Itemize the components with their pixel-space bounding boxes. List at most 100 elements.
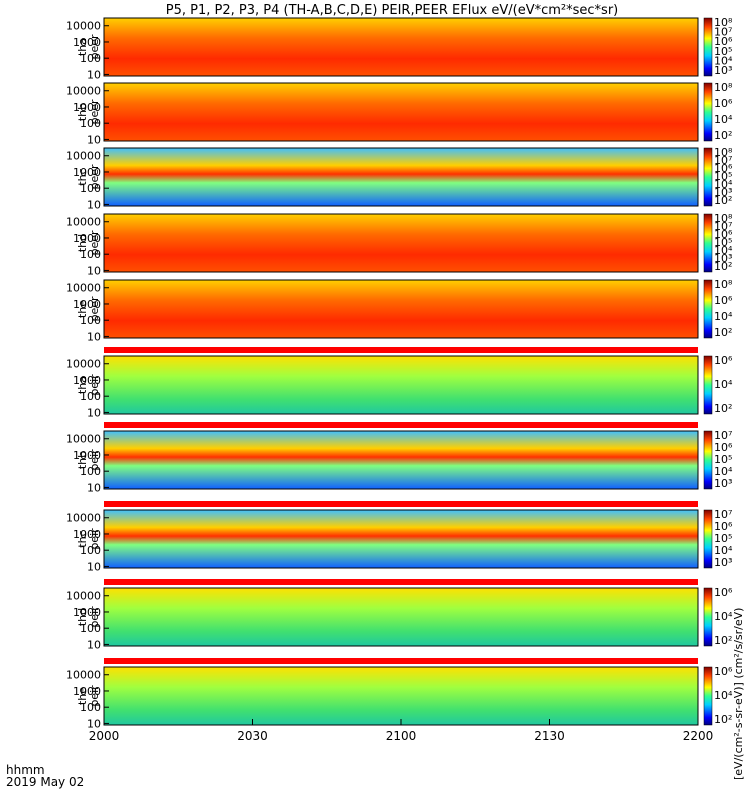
colorbar bbox=[703, 355, 713, 415]
panel-probe-label: the bbox=[76, 300, 89, 318]
colorbar-tick-label: 10⁸ bbox=[714, 146, 733, 159]
colorbar-tick-label: 10⁴ bbox=[714, 54, 733, 67]
colorbar-tick-label: 10⁸ bbox=[714, 81, 733, 94]
mode-bar bbox=[104, 501, 698, 507]
colorbar-tick-label: 10⁵ bbox=[714, 532, 732, 545]
panel-species-label: peir bbox=[88, 374, 101, 396]
panel-probe-label: thd bbox=[76, 608, 89, 626]
y-tick-label: 1000 bbox=[73, 685, 101, 698]
plot-frame bbox=[103, 279, 699, 339]
time-axis: 2000 2030 2100 2130 2200 bbox=[89, 719, 714, 743]
y-tick-label: 10000 bbox=[66, 216, 101, 229]
panel-thd-peir: 10 100 1000 10000 thd peir 10⁶ 10⁴ 10² bbox=[66, 579, 733, 651]
colorbar bbox=[703, 430, 713, 490]
spectrogram bbox=[104, 431, 698, 489]
colorbar-tick-label: 10⁴ bbox=[714, 689, 733, 702]
x-tick-label: 2130 bbox=[534, 729, 565, 743]
spectrogram bbox=[104, 667, 698, 725]
panel-species-label: peir bbox=[88, 685, 101, 707]
y-tick-label: 100 bbox=[80, 314, 101, 327]
colorbar bbox=[703, 213, 713, 273]
colorbar-tick-label: 10⁶ bbox=[714, 162, 733, 175]
mode-bar bbox=[104, 579, 698, 585]
y-tick-label: 10000 bbox=[66, 433, 101, 446]
y-tick-label: 1000 bbox=[73, 449, 101, 462]
y-tick-label: 10 bbox=[87, 198, 101, 211]
spectrogram bbox=[104, 280, 698, 338]
y-tick-label: 10 bbox=[87, 560, 101, 573]
panel-thd-peer: 10 100 1000 10000 thd peer 10⁸10⁷10⁶10⁵10⁴10³1… bbox=[66, 212, 733, 277]
y-tick-label: 100 bbox=[80, 544, 101, 557]
colorbar-tick-label: 10³ bbox=[714, 64, 732, 77]
y-tick-label: 10000 bbox=[66, 282, 101, 295]
y-tick-label: 1000 bbox=[73, 374, 101, 387]
colorbar-tick-label: 10⁷ bbox=[714, 26, 732, 39]
colorbar-tick-label: 10² bbox=[714, 194, 732, 207]
panel-species-label: peir bbox=[88, 449, 101, 471]
x-tick-label: 2100 bbox=[386, 729, 417, 743]
colorbar-tick-label: 10⁶ bbox=[714, 228, 733, 241]
colorbar bbox=[703, 666, 713, 726]
panel-thc-peer: 10 100 1000 10000 thc peer 10⁸10⁷10⁶10⁵10⁴10³1… bbox=[66, 146, 733, 211]
colorbar-tick-label: 10⁷ bbox=[714, 154, 732, 167]
colorbar bbox=[703, 82, 713, 142]
panel-species-label: peer bbox=[88, 296, 101, 322]
panel-species-label: peir bbox=[88, 606, 101, 628]
colorbar-tick-label: 10⁶ bbox=[714, 294, 733, 307]
y-tick-label: 10 bbox=[87, 264, 101, 277]
colorbar-tick-label: 10² bbox=[714, 129, 732, 142]
colorbar-tick-label: 10⁴ bbox=[714, 178, 733, 191]
colorbar-tick-label: 10⁶ bbox=[714, 97, 733, 110]
colorbar-unit-label: [eV/(cm²-s-sr-eV)] (cm²/s/sr/eV) bbox=[732, 608, 745, 780]
panel-the-peir: 10 100 1000 10000 the peir 10⁶ 10⁴ 10² bbox=[66, 658, 733, 730]
colorbar-tick-label: 10⁴ bbox=[714, 544, 733, 557]
panel-species-label: peer bbox=[88, 230, 101, 256]
colorbar-tick-label: 10² bbox=[714, 713, 732, 726]
plot-frame bbox=[103, 430, 699, 490]
y-tick-label: 100 bbox=[80, 52, 101, 65]
time-axis-label: hhmm bbox=[6, 763, 45, 777]
plot-frame bbox=[103, 82, 699, 142]
colorbar-tick-label: 10² bbox=[714, 402, 732, 415]
colorbar-tick-label: 10⁴ bbox=[714, 610, 733, 623]
plot-frame bbox=[103, 355, 699, 415]
panel-probe-label: thb bbox=[76, 451, 89, 469]
colorbar-tick-label: 10⁷ bbox=[714, 429, 732, 442]
colorbar-tick-label: 10³ bbox=[714, 186, 732, 199]
panel-species-label: peer bbox=[88, 34, 101, 60]
panel-probe-label: the bbox=[76, 687, 89, 705]
y-tick-label: 10 bbox=[87, 481, 101, 494]
y-tick-label: 1000 bbox=[73, 232, 101, 245]
colorbar-tick-label: 10² bbox=[714, 634, 732, 647]
y-tick-label: 10 bbox=[87, 638, 101, 651]
colorbar-tick-label: 10⁶ bbox=[714, 665, 733, 678]
y-tick-label: 10000 bbox=[66, 20, 101, 33]
colorbar-tick-label: 10⁴ bbox=[714, 113, 733, 126]
y-tick-label: 10 bbox=[87, 68, 101, 81]
colorbar-tick-label: 10⁸ bbox=[714, 16, 733, 29]
colorbar-tick-label: 10⁶ bbox=[714, 586, 733, 599]
date-label: 2019 May 02 bbox=[6, 775, 84, 789]
colorbar-tick-label: 10⁴ bbox=[714, 378, 733, 391]
x-tick-label: 2200 bbox=[683, 729, 714, 743]
y-tick-label: 100 bbox=[80, 182, 101, 195]
y-tick-label: 10000 bbox=[66, 512, 101, 525]
colorbar-tick-label: 10⁶ bbox=[714, 520, 733, 533]
panel-species-label: peer bbox=[88, 99, 101, 125]
colorbar-tick-label: 10⁵ bbox=[714, 236, 732, 249]
spectrogram bbox=[104, 510, 698, 568]
y-tick-label: 100 bbox=[80, 701, 101, 714]
plot-frame bbox=[103, 147, 699, 207]
mode-bar bbox=[104, 347, 698, 353]
colorbar-tick-label: 10³ bbox=[714, 252, 732, 265]
y-tick-label: 10 bbox=[87, 406, 101, 419]
colorbar bbox=[703, 17, 713, 77]
spectrogram bbox=[104, 83, 698, 141]
panel-probe-label: tha bbox=[76, 38, 89, 56]
y-tick-label: 10000 bbox=[66, 150, 101, 163]
colorbar-tick-label: 10⁶ bbox=[714, 441, 733, 454]
